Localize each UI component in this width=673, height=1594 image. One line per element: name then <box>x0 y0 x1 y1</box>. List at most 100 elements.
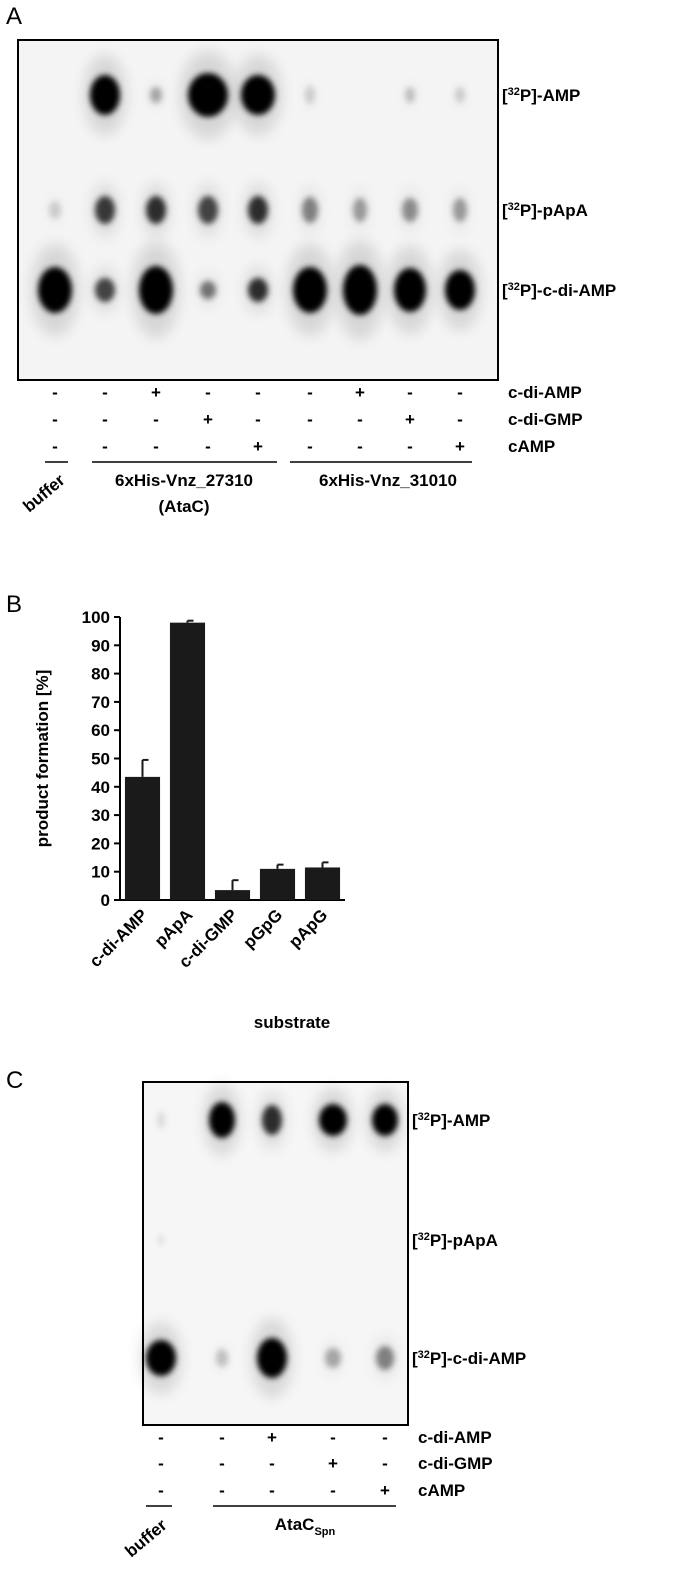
group-label: (AtaC) <box>159 497 210 516</box>
bar <box>259 868 296 900</box>
gel-smear <box>234 55 282 135</box>
gel-spot <box>405 87 415 103</box>
band-name: P]-AMP <box>430 1111 490 1130</box>
gel-smear <box>251 1318 293 1398</box>
condition-sign: - <box>330 1428 336 1447</box>
condition-sign: + <box>380 1481 390 1500</box>
gel-smear <box>132 242 180 338</box>
gel-smear <box>350 186 370 234</box>
condition-sign: - <box>102 383 108 402</box>
condition-sign: - <box>407 437 413 456</box>
gel-smear <box>453 79 467 111</box>
gel-smear <box>372 1334 398 1382</box>
y-tick-label: 50 <box>91 750 110 769</box>
band-label: [32P]-pApA <box>502 201 588 220</box>
condition-sign: + <box>267 1428 277 1447</box>
y-tick-label: 20 <box>91 834 110 853</box>
condition-sign: + <box>328 1454 338 1473</box>
gel-smear <box>157 1228 165 1252</box>
gel-smear <box>214 1340 231 1376</box>
y-tick-label: 70 <box>91 693 110 712</box>
condition-sign: - <box>307 410 313 429</box>
condition-sign: - <box>307 383 313 402</box>
gel-smear <box>336 240 384 340</box>
condition-sign: - <box>330 1481 336 1500</box>
condition-sign: + <box>355 383 365 402</box>
gel-smear <box>91 266 119 314</box>
x-tick-label: pApG <box>285 905 331 951</box>
gel-smear <box>148 79 165 111</box>
band-isotope: 32 <box>508 201 520 213</box>
condition-sign: - <box>153 437 159 456</box>
gel-smear <box>91 182 119 238</box>
band-isotope: 32 <box>418 1111 430 1123</box>
condition-sign: - <box>102 437 108 456</box>
condition-label: cAMP <box>418 1481 465 1500</box>
y-tick-label: 0 <box>101 891 110 910</box>
gel-smear <box>322 1338 344 1378</box>
gel-smear <box>398 186 422 234</box>
band-bracket: [ <box>412 1349 418 1368</box>
condition-sign: - <box>457 383 463 402</box>
y-tick-label: 80 <box>91 665 110 684</box>
band-name: P]-c-di-AMP <box>520 281 616 300</box>
group-subscript: Spn <box>314 1526 335 1538</box>
condition-sign: - <box>52 410 58 429</box>
gel-spot <box>455 87 465 103</box>
gel-smear <box>303 77 317 113</box>
band-bracket: [ <box>502 201 508 220</box>
panel-label: B <box>6 591 22 618</box>
condition-sign: - <box>269 1454 275 1473</box>
panel-label: A <box>6 3 22 30</box>
condition-sign: - <box>357 410 363 429</box>
y-axis-label: product formation [%] <box>33 670 52 848</box>
condition-sign: + <box>203 410 213 429</box>
x-axis-label: substrate <box>254 1013 331 1032</box>
panel-label: C <box>6 1067 23 1094</box>
condition-sign: - <box>382 1454 388 1473</box>
gel-smear <box>387 246 433 334</box>
gel-spot <box>150 87 162 103</box>
band-name: P]-AMP <box>520 86 580 105</box>
gel-smear <box>155 1104 166 1136</box>
gel-smear <box>180 51 236 139</box>
group-label: 6xHis-Vnz_31010 <box>319 471 457 490</box>
gel-smear <box>31 244 79 336</box>
gel-spot <box>157 1112 165 1128</box>
condition-label: cAMP <box>508 437 555 456</box>
y-tick-label: 90 <box>91 636 110 655</box>
gel-smear <box>196 272 220 308</box>
condition-sign: + <box>405 410 415 429</box>
y-tick-label: 30 <box>91 806 110 825</box>
x-tick-label: c-di-AMP <box>86 905 152 971</box>
gel-spot <box>325 1348 341 1368</box>
band-label: [32P]-AMP <box>502 86 580 105</box>
group-label: AtaCSpn <box>275 1515 336 1538</box>
band-name: P]-c-di-AMP <box>430 1349 526 1368</box>
bar <box>124 776 161 900</box>
condition-sign: - <box>269 1481 275 1500</box>
band-bracket: [ <box>412 1111 418 1130</box>
y-tick-label: 40 <box>91 778 110 797</box>
gel-spot <box>305 86 315 104</box>
group-label: buffer <box>19 470 68 516</box>
gel-spot <box>49 201 61 219</box>
bar <box>169 622 206 900</box>
condition-sign: - <box>52 383 58 402</box>
band-isotope: 32 <box>418 1231 430 1243</box>
condition-sign: - <box>407 383 413 402</box>
condition-sign: - <box>52 437 58 456</box>
y-tick-label: 10 <box>91 863 110 882</box>
gel-smear <box>439 250 481 330</box>
gel-spot <box>158 1234 164 1246</box>
bar <box>214 890 251 900</box>
y-tick-label: 100 <box>82 608 110 627</box>
condition-sign: - <box>205 437 211 456</box>
condition-sign: - <box>219 1481 225 1500</box>
gel-smear <box>403 79 417 111</box>
condition-label: c-di-AMP <box>418 1428 492 1447</box>
gel-spot <box>216 1349 228 1367</box>
band-label: [32P]-AMP <box>412 1111 490 1130</box>
band-name: P]-pApA <box>430 1231 498 1250</box>
